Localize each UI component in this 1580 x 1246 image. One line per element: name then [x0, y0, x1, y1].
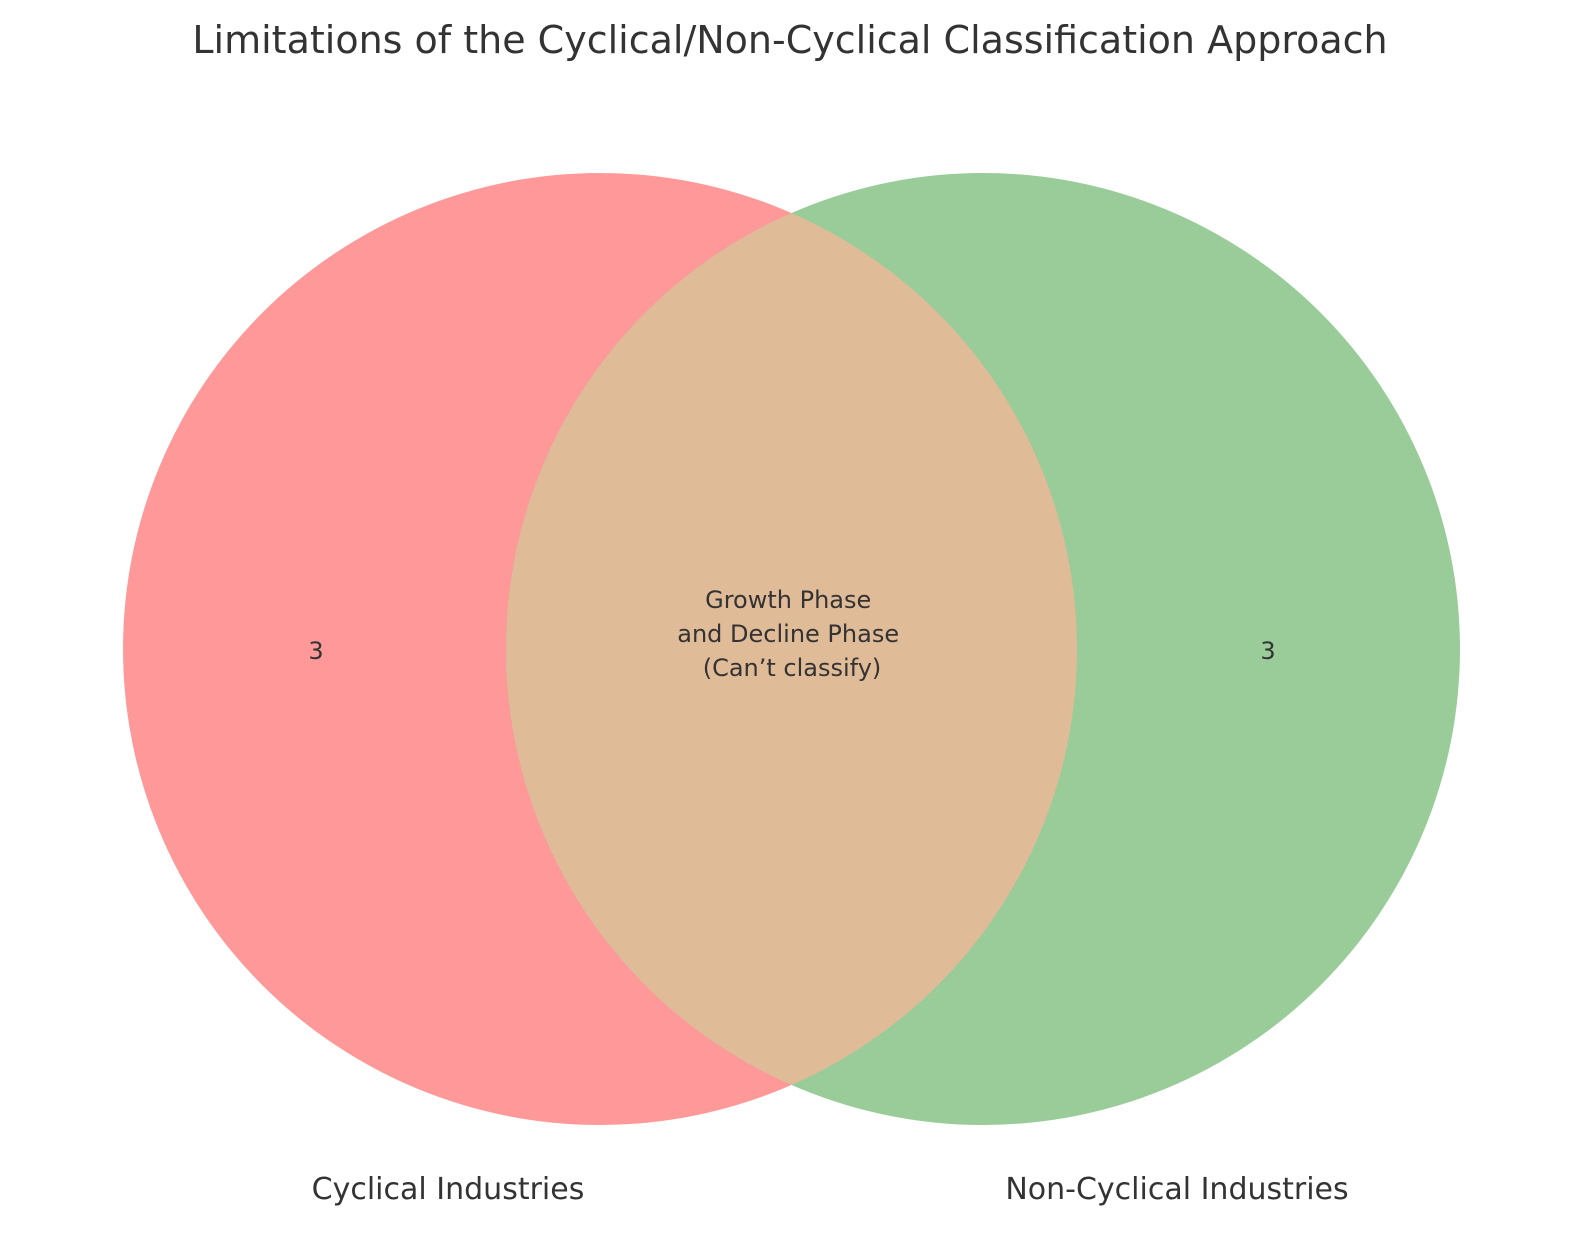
- intersection-label-line: (Can’t classify): [703, 654, 882, 682]
- intersection-label: Growth Phase and Decline Phase (Can’t cl…: [677, 586, 906, 682]
- non-cyclical-industries-label: Non-Cyclical Industries: [1005, 1172, 1348, 1207]
- cyclical-industries-label: Cyclical Industries: [312, 1172, 585, 1207]
- intersection-region: [506, 173, 1077, 1125]
- intersection-label-line: and Decline Phase: [677, 620, 899, 648]
- diagram-title: Limitations of the Cyclical/Non-Cyclical…: [192, 18, 1387, 62]
- intersection-label-line: Growth Phase: [705, 586, 871, 614]
- non-cyclical-only-count: 3: [1260, 637, 1275, 665]
- cyclical-only-count: 3: [308, 637, 323, 665]
